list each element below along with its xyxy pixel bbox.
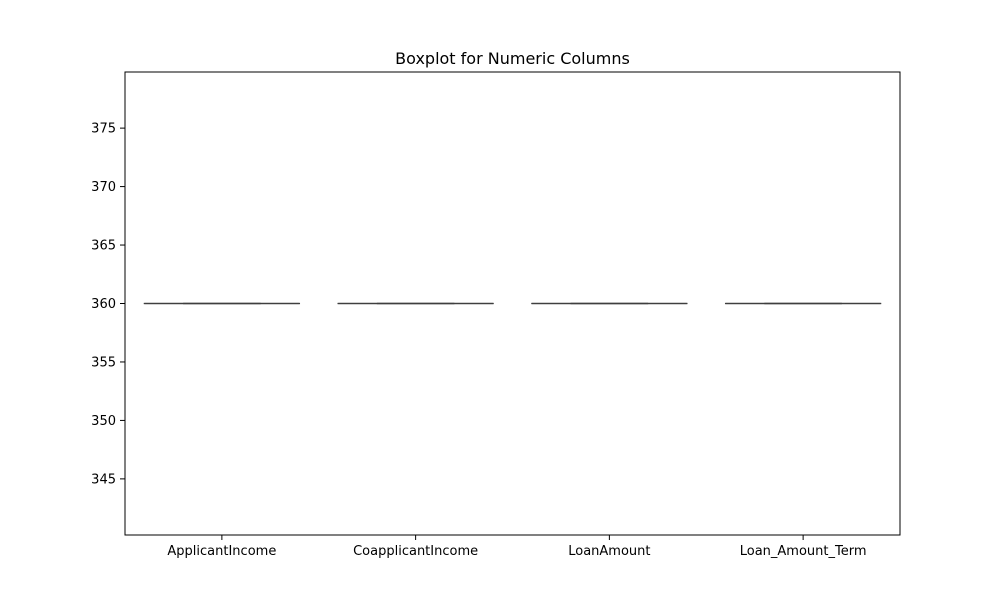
x-tick-label: Loan_Amount_Term [740,544,867,559]
x-tick-label: CoapplicantIncome [353,544,478,559]
y-tick-label: 375 [91,122,116,137]
y-tick-label: 345 [91,472,116,487]
y-tick-label: 365 [91,239,116,254]
y-tick-label: 350 [91,414,116,429]
y-tick-label: 360 [91,297,116,312]
axes-frame [124,71,901,536]
x-tick-label: ApplicantIncome [167,544,276,559]
y-tick-label: 370 [91,180,116,195]
chart-title: Boxplot for Numeric Columns [395,49,630,68]
y-tick-label: 355 [91,355,116,370]
x-tick-label: LoanAmount [568,544,650,559]
plot-area: 345 350 355 360 365 370 375 ApplicantIncome Coap… [91,122,882,559]
